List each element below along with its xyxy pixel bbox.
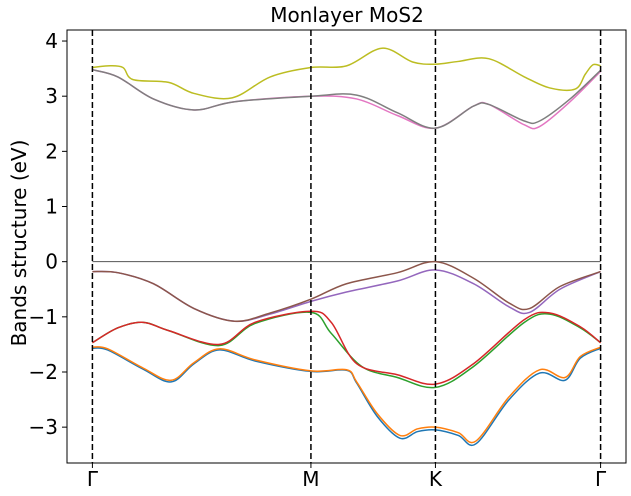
x-tick-label: Γ bbox=[595, 467, 607, 491]
y-tick-label: 3 bbox=[45, 84, 58, 108]
y-tick-label: 1 bbox=[45, 195, 58, 219]
band-lines bbox=[92, 47, 602, 446]
y-tick-label: −2 bbox=[29, 360, 58, 384]
x-tick-label: Γ bbox=[87, 467, 99, 491]
y-axis-ticks: −3 −2 −1 0 1 2 3 4 bbox=[29, 29, 67, 439]
high-symmetry-lines bbox=[91, 30, 602, 463]
band-line-4 bbox=[92, 310, 602, 386]
band-line-2 bbox=[92, 346, 601, 444]
y-tick-label: −1 bbox=[29, 305, 58, 329]
band-line-9 bbox=[92, 47, 601, 100]
band-line-6 bbox=[92, 260, 601, 322]
y-axis-label: Bands structure (eV) bbox=[7, 140, 31, 347]
y-tick-label: 2 bbox=[45, 139, 58, 163]
x-tick-label: K bbox=[429, 467, 443, 491]
band-line-8 bbox=[92, 68, 602, 129]
plot-frame bbox=[66, 29, 627, 464]
y-tick-label: 0 bbox=[45, 250, 58, 274]
chart-title: Monlayer MoS2 bbox=[270, 3, 424, 27]
band-line-1 bbox=[92, 347, 601, 446]
x-tick-label: M bbox=[302, 467, 319, 491]
y-tick-label: 4 bbox=[45, 29, 58, 53]
y-tick-label: −3 bbox=[29, 415, 58, 439]
